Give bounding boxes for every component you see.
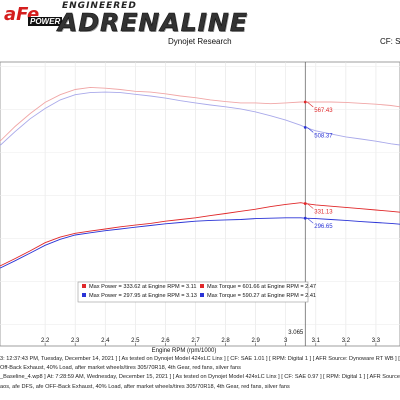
x-tick-label-3: 2.5: [131, 338, 140, 344]
legend-entry-2: Max Power = 297.95 at Engine RPM = 3.13: [89, 293, 197, 299]
legend-entry-1: Max Torque = 601.66 at Engine RPM = 2.47: [207, 284, 316, 290]
plot-area: [0, 61, 400, 347]
run1-info-line: 3: 12:37:43 PM, Tuesday, December 14, 20…: [0, 356, 400, 362]
run2-info-line: _Baseline_4.wp8 ] At: 7:28:59 AM, Wednes…: [0, 374, 400, 381]
run1-config-line: Off-Back Exhaust, 40% Load, after market…: [0, 365, 241, 372]
x-tick-label-10: 3.2: [342, 338, 351, 344]
cursor-readout-1: 508.37: [314, 133, 333, 139]
x-tick-label-2: 2.4: [101, 338, 110, 344]
x-axis-ticks: 2.2 2.3 2.4 2.5 2.6 2.7 2.8 2.9 3 3.1 3.2 3.3: [41, 338, 381, 346]
series-layer: [0, 86, 400, 269]
cursor-leader-1: [307, 127, 314, 133]
x-tick-label-8: 3: [284, 338, 288, 344]
x-tick-label-6: 2.8: [221, 338, 230, 344]
x-tick-label-4: 2.6: [161, 338, 170, 344]
legend-swatch-0: [82, 284, 86, 288]
cursor-leader-3: [307, 217, 314, 224]
x-tick-label-0: 2.2: [41, 338, 50, 344]
cursor-readout-3: 296.65: [314, 224, 333, 230]
x-axis-title: Engine RPM (rpm/1000): [152, 348, 217, 354]
cursor-point-0: [303, 100, 307, 104]
legend-entry-3: Max Torque = 590.27 at Engine RPM = 2.41: [207, 293, 316, 299]
series-line-torque_run2: [0, 91, 400, 146]
cursor-point-1: [303, 126, 307, 129]
run-info-footer: 3: 12:37:43 PM, Tuesday, December 14, 20…: [0, 355, 400, 392]
x-tick-label-7: 2.9: [251, 338, 260, 344]
series-line-power_run1: [0, 202, 400, 267]
legend-swatch-1: [200, 284, 204, 288]
x-tick-label-5: 2.7: [191, 338, 200, 344]
cursor-leader-0: [307, 101, 314, 108]
x-tick-label-11: 3.3: [372, 338, 381, 344]
run2-config-line: aos, afe DFS, afe OFF-Back Exhaust, 40% …: [0, 383, 290, 390]
cursor-point-3: [303, 216, 307, 220]
legend-box: [77, 281, 309, 303]
cursor-value-label: 3.065: [288, 330, 304, 336]
cursor-readout-2: 331.13: [314, 210, 333, 216]
legend-entry-0: Max Power = 333.62 at Engine RPM = 3.11: [89, 284, 196, 290]
brand-tagline: ENGINEERED: [62, 1, 137, 11]
series-line-torque_run1: [0, 86, 400, 142]
chart-header: aFe POWER ENGINEERED ADRENALINE Dynojet …: [0, 0, 400, 54]
chart-subtitle: Dynojet Research: [168, 37, 232, 46]
cursor-readout-0: 567.43: [314, 108, 333, 114]
legend-swatch-2: [82, 293, 86, 297]
legend-swatch-3: [200, 293, 204, 297]
brand-title: ADRENALINE: [58, 8, 248, 38]
x-tick-label-1: 2.3: [71, 338, 80, 344]
afe-power-logo: aFe POWER: [4, 4, 63, 28]
series-line-power_run2: [0, 217, 400, 269]
x-tick-label-9: 3.1: [312, 338, 321, 344]
logo-power-text: POWER: [28, 17, 63, 26]
cursor-point-2: [303, 202, 307, 205]
dyno-chart: 3.065 567.43 508.37 331.13 296.65 Max Power …: [0, 61, 400, 354]
cursor-leader-2: [307, 203, 314, 209]
correction-factor-label: CF: SA: [380, 37, 400, 46]
legend: Max Power = 333.62 at Engine RPM = 3.11 M…: [77, 281, 316, 303]
